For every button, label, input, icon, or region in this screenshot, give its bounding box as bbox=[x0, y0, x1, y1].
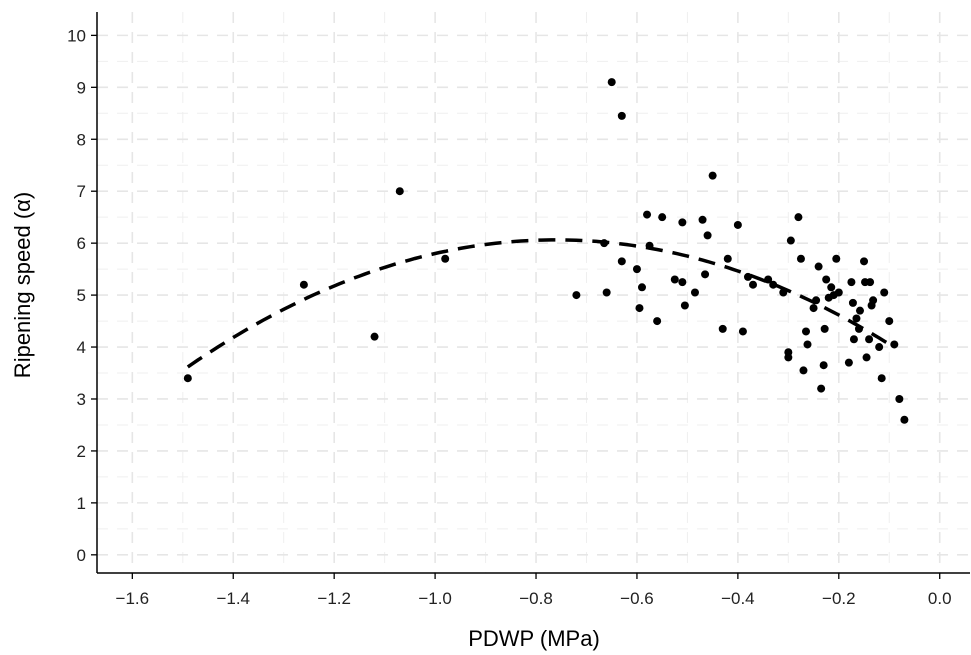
data-point bbox=[653, 317, 662, 326]
data-point bbox=[834, 288, 843, 297]
data-point bbox=[820, 324, 829, 333]
data-point bbox=[865, 335, 874, 344]
data-point bbox=[885, 317, 894, 326]
data-point bbox=[738, 327, 747, 336]
data-point bbox=[743, 272, 752, 281]
data-point bbox=[799, 366, 808, 375]
data-point bbox=[299, 280, 308, 289]
data-point bbox=[617, 111, 626, 120]
data-point bbox=[749, 280, 758, 289]
data-point bbox=[600, 239, 609, 248]
data-point bbox=[814, 262, 823, 271]
data-point bbox=[819, 361, 828, 370]
data-point bbox=[880, 288, 889, 297]
y-tick-label: 10 bbox=[67, 26, 86, 45]
y-tick-label: 4 bbox=[77, 338, 86, 357]
data-point bbox=[794, 213, 803, 222]
data-point bbox=[809, 304, 818, 313]
data-point bbox=[733, 220, 742, 229]
data-point bbox=[643, 210, 652, 219]
data-point bbox=[895, 394, 904, 403]
data-point bbox=[812, 296, 821, 305]
data-point bbox=[708, 171, 717, 180]
x-tick-label: −1.2 bbox=[317, 589, 351, 608]
data-point bbox=[847, 278, 856, 287]
x-tick-label: −0.8 bbox=[519, 589, 553, 608]
data-point bbox=[698, 215, 707, 224]
data-point bbox=[723, 254, 732, 263]
data-point bbox=[844, 358, 853, 367]
y-tick-label: 3 bbox=[77, 390, 86, 409]
data-point bbox=[637, 283, 646, 292]
y-tick-label: 5 bbox=[77, 286, 86, 305]
x-tick-label: −0.4 bbox=[721, 589, 755, 608]
data-point bbox=[183, 374, 192, 383]
x-tick-label: −0.6 bbox=[620, 589, 654, 608]
data-point bbox=[658, 213, 667, 222]
x-tick-label: −1.4 bbox=[216, 589, 250, 608]
data-point bbox=[786, 236, 795, 245]
x-tick-label: −0.2 bbox=[822, 589, 856, 608]
x-tick-label: 0.0 bbox=[928, 589, 952, 608]
data-point bbox=[860, 257, 869, 266]
data-point bbox=[817, 384, 826, 393]
data-point bbox=[718, 324, 727, 333]
data-point bbox=[900, 415, 909, 424]
data-point bbox=[862, 353, 871, 362]
x-tick-label: −1.0 bbox=[418, 589, 452, 608]
y-axis-title: Ripening speed (α) bbox=[10, 192, 35, 378]
data-point bbox=[441, 254, 450, 263]
data-point bbox=[801, 327, 810, 336]
axis-ticks: −1.6 −1.4 −1.2 −1.0 −0.8 −0.6 −0.4 −0.2 0.0 0 1 2 3 4… bbox=[67, 26, 951, 608]
data-point bbox=[632, 265, 641, 274]
data-point bbox=[784, 348, 793, 357]
data-point bbox=[635, 304, 644, 313]
axes bbox=[96, 12, 970, 574]
data-point bbox=[617, 257, 626, 266]
data-point bbox=[852, 314, 861, 323]
data-point bbox=[690, 288, 699, 297]
data-point bbox=[645, 241, 654, 250]
y-tick-label: 6 bbox=[77, 234, 86, 253]
y-tick-label: 2 bbox=[77, 442, 86, 461]
grid bbox=[97, 12, 970, 573]
data-point bbox=[803, 340, 812, 349]
data-point bbox=[796, 254, 805, 263]
y-tick-label: 7 bbox=[77, 182, 86, 201]
data-point bbox=[822, 275, 831, 284]
data-point bbox=[607, 78, 616, 87]
data-point bbox=[832, 254, 841, 263]
data-point bbox=[602, 288, 611, 297]
data-point bbox=[572, 291, 581, 300]
data-point bbox=[370, 332, 379, 341]
data-point bbox=[866, 278, 875, 287]
data-point bbox=[849, 335, 858, 344]
x-axis-title: PDWP (MPa) bbox=[468, 626, 600, 651]
data-point bbox=[855, 306, 864, 315]
data-point bbox=[890, 340, 899, 349]
data-point bbox=[769, 280, 778, 289]
data-point bbox=[848, 298, 857, 307]
data-point bbox=[764, 275, 773, 284]
data-point bbox=[779, 288, 788, 297]
data-point bbox=[395, 187, 404, 196]
data-point bbox=[701, 270, 710, 279]
y-tick-label: 1 bbox=[77, 494, 86, 513]
data-point bbox=[678, 218, 687, 227]
y-tick-label: 8 bbox=[77, 130, 86, 149]
data-point bbox=[875, 343, 884, 352]
data-point bbox=[827, 283, 836, 292]
data-point bbox=[869, 296, 878, 305]
data-point bbox=[670, 275, 679, 284]
y-tick-label: 9 bbox=[77, 78, 86, 97]
data-point bbox=[877, 374, 886, 383]
data-point bbox=[678, 278, 687, 287]
data-point bbox=[703, 231, 712, 240]
data-point bbox=[854, 324, 863, 333]
data-points bbox=[183, 78, 909, 424]
data-point bbox=[680, 301, 689, 310]
x-tick-label: −1.6 bbox=[116, 589, 150, 608]
y-tick-label: 0 bbox=[77, 546, 86, 565]
